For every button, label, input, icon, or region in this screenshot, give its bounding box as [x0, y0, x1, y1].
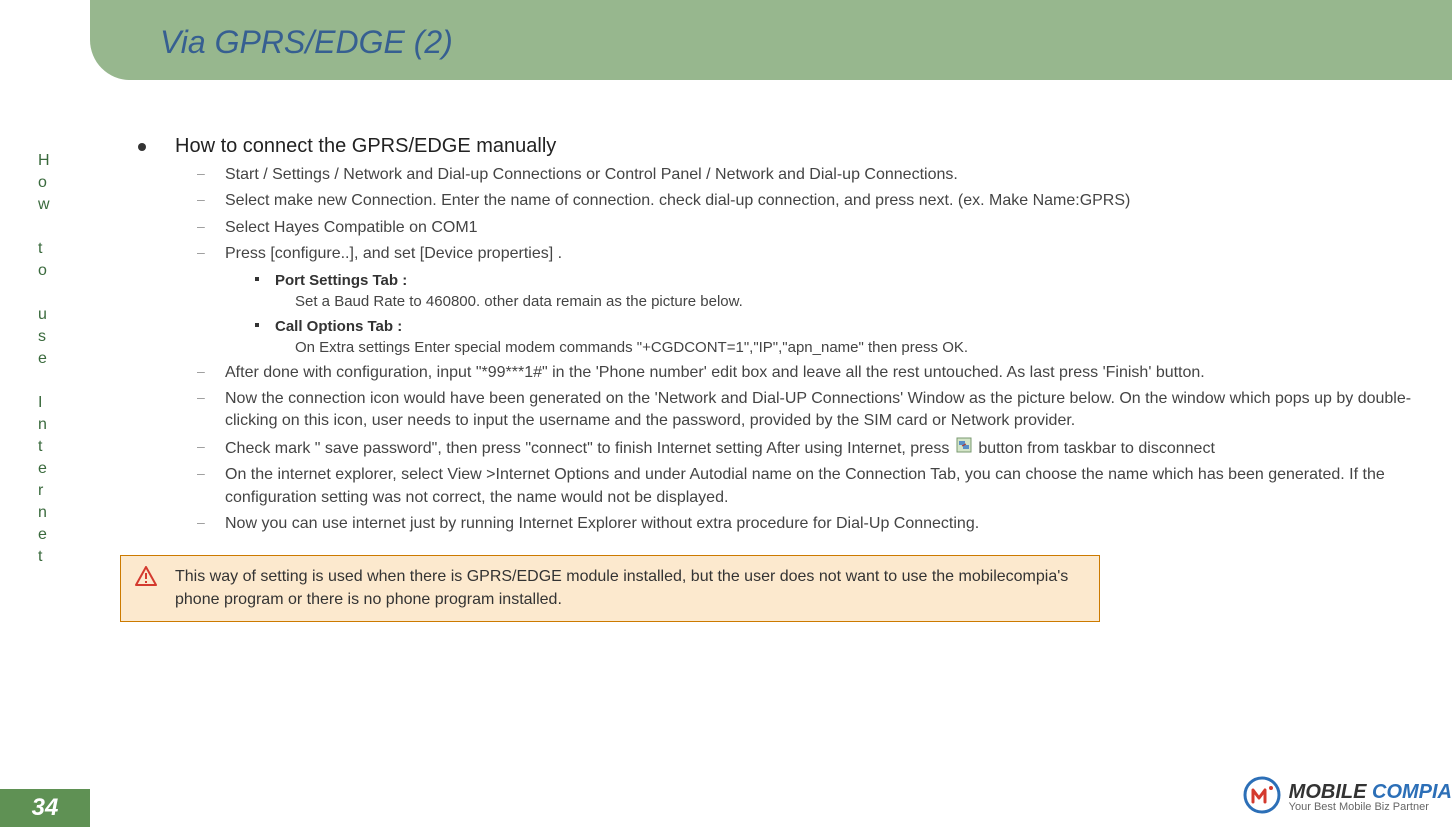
- main-list-item: How to connect the GPRS/EDGE manually St…: [120, 135, 1427, 535]
- step-item: Start / Settings / Network and Dial-up C…: [185, 164, 1427, 186]
- tab-item: Call Options Tab : On Extra settings Ent…: [245, 316, 1427, 358]
- logo-word2: COMPIA: [1372, 781, 1452, 803]
- warning-text: This way of setting is used when there i…: [175, 566, 1085, 611]
- step-item: Now you can use internet just by running…: [185, 513, 1427, 535]
- tab-desc: Set a Baud Rate to 460800. other data re…: [295, 291, 1427, 312]
- tab-item: Port Settings Tab : Set a Baud Rate to 4…: [245, 270, 1427, 312]
- logo-text: MOBILE COMPIA Your Best Mobile Biz Partn…: [1289, 782, 1452, 813]
- step-text-part1: Check mark " save password", then press …: [225, 440, 949, 457]
- sub-list: Start / Settings / Network and Dial-up C…: [185, 164, 1427, 535]
- disconnect-icon: [956, 437, 972, 460]
- title-bar: Via GPRS/EDGE (2): [90, 4, 1452, 80]
- page-number: 34: [0, 789, 90, 827]
- slide-title: Via GPRS/EDGE (2): [160, 24, 453, 61]
- step-item: After done with configuration, input "*9…: [185, 362, 1427, 384]
- step-item: On the internet explorer, select View >I…: [185, 464, 1427, 509]
- logo-word1: MOBILE: [1289, 781, 1367, 803]
- warning-callout: This way of setting is used when there i…: [120, 555, 1100, 622]
- step-item: Now the connection icon would have been …: [185, 388, 1427, 433]
- brand-logo: MOBILE COMPIA Your Best Mobile Biz Partn…: [1243, 776, 1452, 819]
- tab-title: Port Settings Tab :: [275, 272, 407, 289]
- main-bullet-list: How to connect the GPRS/EDGE manually St…: [120, 135, 1427, 535]
- logo-tagline: Your Best Mobile Biz Partner: [1289, 802, 1452, 813]
- step-item: Press [configure..], and set [Device pro…: [185, 243, 1427, 357]
- step-text: Press [configure..], and set [Device pro…: [225, 245, 562, 262]
- content-area: How to connect the GPRS/EDGE manually St…: [90, 80, 1452, 827]
- tab-list: Port Settings Tab : Set a Baud Rate to 4…: [245, 270, 1427, 358]
- tab-title: Call Options Tab :: [275, 318, 402, 335]
- logo-mark-icon: [1243, 776, 1281, 819]
- step-text-part2: button from taskbar to disconnect: [978, 440, 1215, 457]
- sidebar-vertical-label: How to use Internet: [38, 150, 51, 568]
- step-item: Select Hayes Compatible on COM1: [185, 217, 1427, 239]
- main-item-heading: How to connect the GPRS/EDGE manually: [175, 135, 556, 157]
- step-item: Check mark " save password", then press …: [185, 437, 1427, 460]
- warning-icon: [135, 566, 157, 591]
- step-item: Select make new Connection. Enter the na…: [185, 190, 1427, 212]
- tab-desc: On Extra settings Enter special modem co…: [295, 337, 1427, 358]
